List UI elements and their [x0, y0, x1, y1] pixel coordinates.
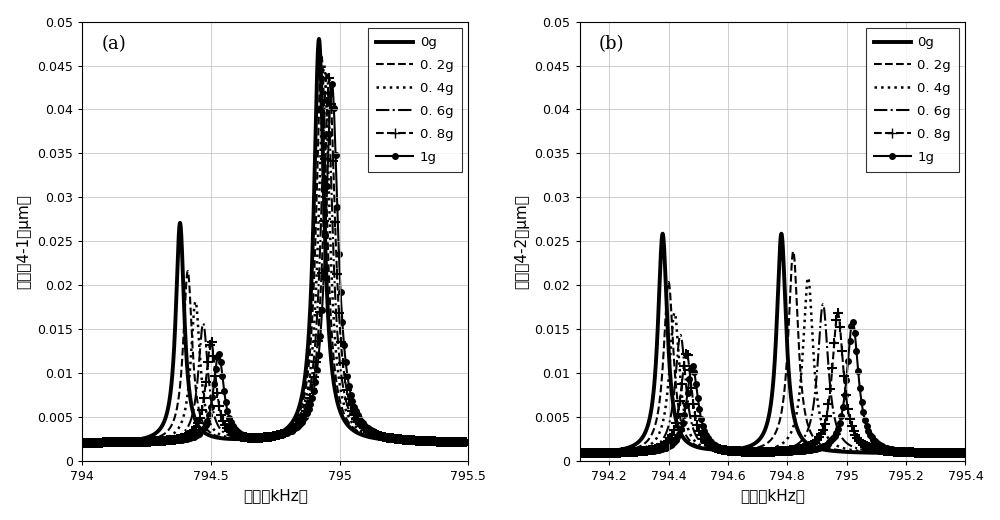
X-axis label: 频率（kHz）: 频率（kHz）	[740, 488, 805, 503]
Text: (b): (b)	[599, 35, 624, 53]
Text: (a): (a)	[102, 35, 126, 53]
Legend: 0g, 0. 2g, 0. 4g, 0. 6g, 0. 8g, 1g: 0g, 0. 2g, 0. 4g, 0. 6g, 0. 8g, 1g	[866, 28, 959, 172]
Legend: 0g, 0. 2g, 0. 4g, 0. 6g, 0. 8g, 1g: 0g, 0. 2g, 0. 4g, 0. 6g, 0. 8g, 1g	[368, 28, 462, 172]
Y-axis label: 固支梂4-2（μm）: 固支梂4-2（μm）	[514, 194, 529, 289]
Y-axis label: 固支梂4-1（μm）: 固支梂4-1（μm）	[17, 194, 32, 289]
X-axis label: 频率（kHz）: 频率（kHz）	[243, 488, 308, 503]
